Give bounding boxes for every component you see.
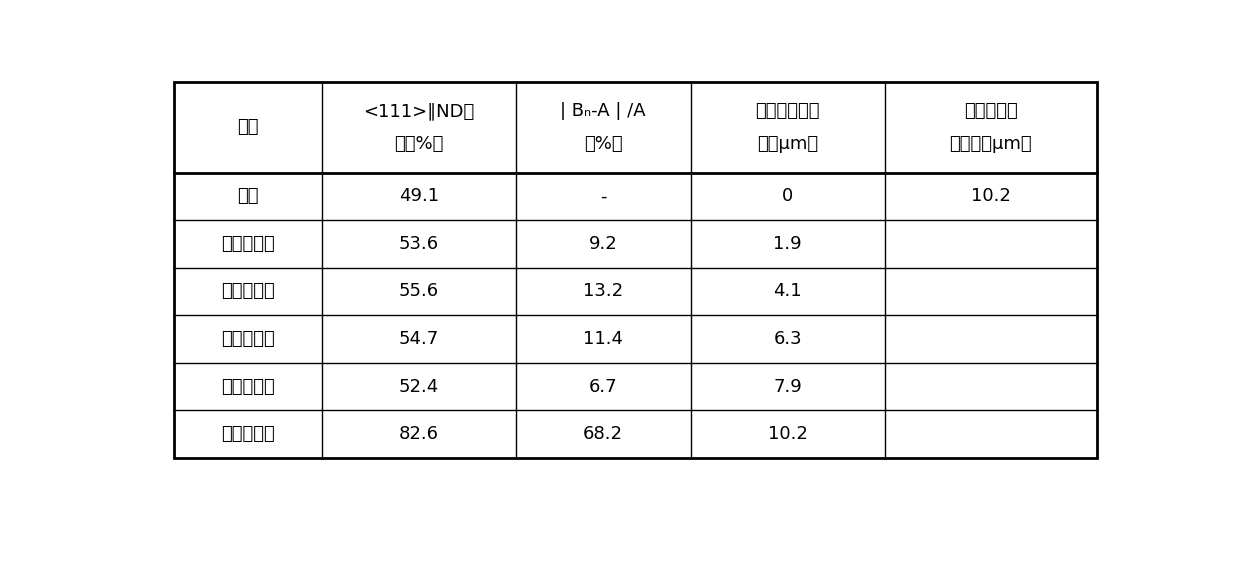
Text: 7.9: 7.9	[774, 377, 802, 396]
Text: 第二次刻蚀: 第二次刻蚀	[221, 283, 275, 300]
Text: 例（%）: 例（%）	[394, 135, 444, 152]
Text: 第三次刻蚀: 第三次刻蚀	[221, 330, 275, 348]
Text: 49.1: 49.1	[398, 187, 439, 206]
Text: 4.1: 4.1	[774, 283, 802, 300]
Text: -: -	[600, 187, 606, 206]
Text: 6.7: 6.7	[589, 377, 618, 396]
Text: 第五次刻蚀: 第五次刻蚀	[221, 425, 275, 443]
Text: （%）: （%）	[584, 135, 622, 152]
Text: 55.6: 55.6	[398, 283, 439, 300]
Text: 位置: 位置	[237, 118, 259, 136]
Text: 82.6: 82.6	[399, 425, 439, 443]
Text: 0: 0	[782, 187, 794, 206]
Text: 53.6: 53.6	[398, 235, 439, 253]
Text: 9.2: 9.2	[589, 235, 618, 253]
Text: 13.2: 13.2	[583, 283, 624, 300]
Text: 构深度（μm）: 构深度（μm）	[950, 135, 1032, 152]
Text: 52.4: 52.4	[398, 377, 439, 396]
Bar	[174, 82, 1096, 458]
Text: | Bₙ-A | /A: | Bₙ-A | /A	[560, 102, 646, 120]
Text: 68.2: 68.2	[583, 425, 624, 443]
Text: 表面: 表面	[237, 187, 259, 206]
Text: <111>∥ND比: <111>∥ND比	[363, 102, 475, 120]
Text: 氩离子刻蚀深: 氩离子刻蚀深	[755, 102, 820, 120]
Text: 表层特征织: 表层特征织	[963, 102, 1018, 120]
Text: 1.9: 1.9	[774, 235, 802, 253]
Text: 11.4: 11.4	[583, 330, 624, 348]
Text: 54.7: 54.7	[398, 330, 439, 348]
Text: 第四次刻蚀: 第四次刻蚀	[221, 377, 275, 396]
Text: 10.2: 10.2	[971, 187, 1011, 206]
Text: 度（μm）: 度（μm）	[758, 135, 818, 152]
Text: 6.3: 6.3	[774, 330, 802, 348]
Text: 第一次刻蚀: 第一次刻蚀	[221, 235, 275, 253]
Text: 10.2: 10.2	[768, 425, 807, 443]
